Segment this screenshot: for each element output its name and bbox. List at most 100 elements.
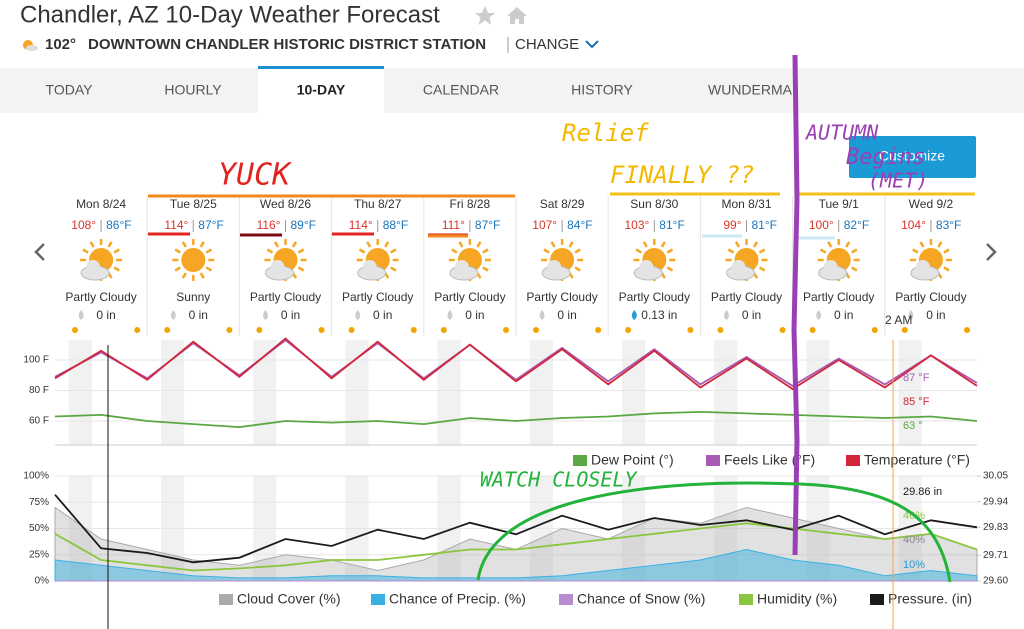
next-arrow[interactable]: [986, 243, 997, 261]
annotation: WATCH CLOSELY: [480, 468, 638, 492]
sun-ray: [937, 241, 943, 248]
annotation: AUTUMN: [804, 121, 879, 145]
legend-label[interactable]: Cloud Cover (%): [237, 591, 340, 607]
legend-label[interactable]: Chance of Precip. (%): [389, 591, 526, 607]
sun-ray: [642, 241, 648, 248]
legend-swatch: [706, 455, 720, 466]
night-band: [345, 340, 369, 445]
legend-label[interactable]: Chance of Snow (%): [577, 591, 705, 607]
day-high: 103°: [624, 218, 649, 232]
day-high: 114°: [164, 218, 188, 232]
readout: 87 °F: [903, 372, 930, 384]
tab-label[interactable]: HISTORY: [571, 82, 633, 98]
sun-ray: [297, 248, 305, 254]
change-link[interactable]: CHANGE: [515, 36, 579, 53]
tab-label[interactable]: HOURLY: [164, 82, 222, 98]
legend-label[interactable]: Temperature (°F): [864, 452, 970, 468]
home-icon[interactable]: [507, 7, 527, 24]
tab-label[interactable]: CALENDAR: [423, 82, 499, 98]
daypart-dot: [134, 327, 141, 333]
y-tick-label: 80 F: [29, 385, 49, 396]
sun-ray: [819, 248, 827, 254]
day-low: 81°F: [752, 218, 777, 232]
day-condition: Sunny: [176, 290, 210, 304]
area: [54, 548, 978, 582]
scribble-divider: [791, 54, 800, 556]
current-time: 2 AM: [885, 313, 912, 327]
current-icon-cloud: [26, 45, 38, 51]
legend-label[interactable]: Humidity (%): [757, 591, 837, 607]
day-precip: 0 in: [926, 308, 945, 322]
sun-ray: [366, 241, 372, 248]
customize-label[interactable]: Customize: [879, 148, 945, 164]
sun-ray: [943, 266, 950, 272]
day-high: 111°: [442, 218, 465, 232]
tab-label[interactable]: 10-DAY: [297, 82, 346, 98]
sun-ray: [89, 241, 95, 248]
sun-ray: [635, 248, 642, 254]
customize-button[interactable]: [849, 136, 976, 178]
sun-ray: [266, 248, 274, 254]
day-precip: 0 in: [96, 308, 115, 322]
tab-label[interactable]: TODAY: [46, 82, 94, 98]
legend-label[interactable]: Pressure. (in): [888, 591, 972, 607]
sun-ray: [451, 248, 458, 254]
day-low: 84°F: [567, 218, 592, 232]
tab-label[interactable]: WUNDERMA: [708, 82, 793, 98]
sun-ray: [827, 241, 833, 248]
line: [54, 494, 978, 564]
sun-ray: [734, 241, 741, 248]
legend-label[interactable]: Dew Point (°): [591, 452, 674, 468]
day-date: Thu 8/27: [354, 197, 402, 211]
day-high: 99°: [723, 218, 741, 232]
page-title: Chandler, AZ 10-Day Weather Forecast: [20, 1, 440, 28]
cloud: [86, 260, 101, 274]
daypart-dot: [595, 327, 602, 333]
sun-ray: [107, 241, 113, 248]
day-condition: Partly Cloudy: [711, 290, 782, 304]
readout: 29.86 in: [903, 486, 942, 498]
day-high: 107°: [532, 218, 557, 232]
daypart-dot: [503, 327, 509, 333]
sun-ray: [752, 241, 759, 248]
cloud: [823, 260, 838, 274]
daypart-dot: [410, 327, 417, 333]
readout: 40%: [903, 534, 925, 546]
day-condition: Partly Cloudy: [250, 290, 321, 304]
sun-ray: [458, 241, 464, 248]
favorite-star[interactable]: [475, 6, 495, 25]
readout: 10%: [903, 559, 925, 571]
day-high: 114°: [349, 218, 373, 232]
precip-drop: [447, 310, 453, 320]
sun-ray: [297, 266, 305, 272]
day-date: Sat 8/29: [540, 197, 585, 211]
day-precip: 0 in: [834, 308, 853, 322]
day-columns: Mon 8/24 108° 86°F Partly Cloudy 0 in Tue 8/2…: [65, 196, 970, 336]
annotation: Relief: [562, 119, 649, 147]
change-chevron[interactable]: [585, 40, 599, 49]
tabs: TODAY HOURLY 10-DAY CALENDAR HISTORY WUNDERMA: [46, 66, 793, 113]
day-precip: 0 in: [373, 308, 392, 322]
y-tick-label: 25%: [29, 549, 49, 560]
prev-arrow[interactable]: [34, 243, 45, 261]
sun-ray: [919, 241, 925, 248]
weather-icon: [172, 239, 215, 281]
sun-ray: [666, 248, 674, 254]
precip-drop: [816, 310, 822, 320]
precip-drop: [355, 310, 361, 320]
day-high: 100°: [809, 218, 834, 232]
daypart-dot: [256, 327, 263, 333]
weather-icon: [817, 239, 860, 281]
daypart-dot: [625, 327, 632, 333]
sun-ray: [390, 266, 397, 272]
legend-label[interactable]: Feels Like (°F): [724, 452, 815, 468]
weather-icon: [264, 239, 307, 281]
sun-ray: [912, 248, 919, 254]
cloud: [639, 260, 654, 274]
precip-drop: [263, 310, 268, 320]
legend-swatch: [846, 455, 860, 466]
daypart-dot: [964, 327, 970, 333]
weather-icon: [80, 239, 123, 281]
station-name[interactable]: DOWNTOWN CHANDLER HISTORIC DISTRICT STAT…: [88, 36, 486, 53]
day-condition: Partly Cloudy: [342, 290, 413, 304]
